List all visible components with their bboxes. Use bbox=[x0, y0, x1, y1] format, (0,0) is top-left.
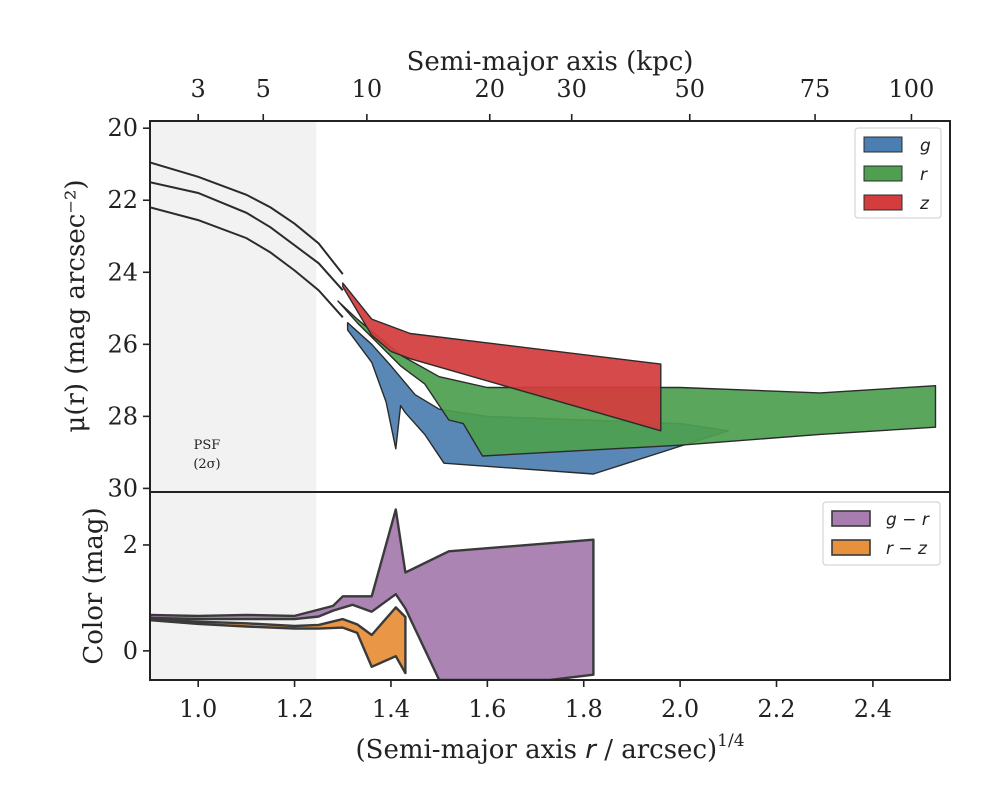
kpc-tick-label: 75 bbox=[800, 75, 831, 103]
psf-label-line2: (2σ) bbox=[193, 457, 220, 472]
kpc-tick-label: 5 bbox=[256, 75, 271, 103]
x-tick-label: 1.0 bbox=[179, 695, 217, 723]
legend-label-r: r bbox=[920, 165, 928, 185]
x-tick-label: 2.0 bbox=[661, 695, 699, 723]
y-tick-label: 30 bbox=[107, 474, 138, 502]
color-band-g-r bbox=[150, 508, 595, 680]
x-tick-label: 2.2 bbox=[757, 695, 795, 723]
color-legend-swatch bbox=[831, 510, 871, 527]
surface-brightness-legend: grz bbox=[854, 127, 942, 219]
kpc-tick-label: 10 bbox=[352, 75, 383, 103]
x-tick-label: 1.2 bbox=[275, 695, 313, 723]
profile-line-2 bbox=[150, 181, 344, 291]
x-tick-label: 1.8 bbox=[565, 695, 603, 723]
kpc-tick-label: 30 bbox=[556, 75, 587, 103]
psf-label-line1: PSF bbox=[194, 438, 221, 453]
bottom-y-axis-title: Color (mag) bbox=[79, 507, 109, 664]
color-y-tick-label: 2 bbox=[123, 531, 138, 559]
x-tick-label: 1.6 bbox=[468, 695, 506, 723]
legend-swatch-g bbox=[863, 136, 903, 153]
color-legend: g − r r − z bbox=[822, 501, 941, 566]
band-z bbox=[342, 282, 662, 432]
y-tick-label: 24 bbox=[107, 258, 138, 286]
y-tick-label: 28 bbox=[107, 402, 138, 430]
kpc-tick-label: 20 bbox=[474, 75, 505, 103]
color-legend-label: r − z bbox=[886, 539, 928, 559]
y-tick-label: 26 bbox=[107, 330, 138, 358]
surface-brightness-panel: 20 22 24 26 28 30 3 5 10 20 30 50 75 100 Semi-major … bbox=[61, 47, 951, 502]
color-band-r-z bbox=[150, 606, 407, 675]
color-legend-label: g − r bbox=[886, 510, 930, 530]
band-r bbox=[337, 300, 937, 457]
legend-label-g: g bbox=[920, 136, 931, 156]
legend-swatch-z bbox=[863, 194, 903, 211]
psf-region-top bbox=[150, 121, 317, 492]
legend-label-z: z bbox=[919, 194, 930, 214]
top-axis-title: Semi-major axis (kpc) bbox=[407, 47, 694, 77]
color-y-tick-label: 0 bbox=[123, 637, 138, 665]
psf-region-bottom bbox=[150, 492, 317, 680]
x-tick-label: 1.4 bbox=[372, 695, 410, 723]
x-tick-label: 2.4 bbox=[854, 695, 892, 723]
color-panel: 0 2 1.0 1.2 1.4 1.6 1.8 2.0 2.2 2.4 (Semi-major … bbox=[79, 491, 951, 765]
profile-line-1 bbox=[150, 161, 344, 275]
bottom-panel-frame bbox=[149, 491, 951, 681]
kpc-tick-label: 50 bbox=[674, 75, 705, 103]
y-tick-label: 22 bbox=[107, 186, 138, 214]
profile-line-3 bbox=[150, 206, 344, 318]
kpc-tick-label: 3 bbox=[191, 75, 206, 103]
bottom-x-axis-title: (Semi-major axis r / arcsec)1/4 bbox=[355, 731, 744, 765]
color-legend-swatch bbox=[831, 539, 871, 556]
y-tick-label: 20 bbox=[107, 114, 138, 142]
kpc-tick-label: 100 bbox=[889, 75, 935, 103]
legend-swatch-r bbox=[863, 165, 903, 182]
top-y-axis-title: μ(r) (mag arcsec⁻²) bbox=[61, 179, 91, 432]
